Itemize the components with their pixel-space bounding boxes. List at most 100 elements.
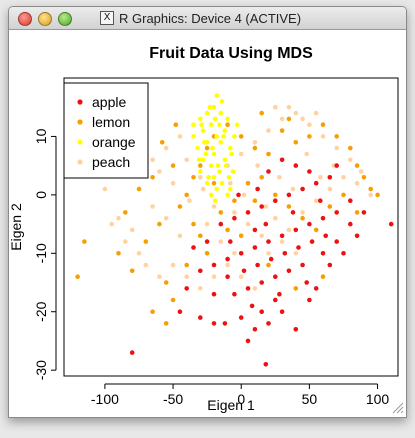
point-apple — [318, 198, 323, 203]
point-peach — [277, 175, 282, 180]
point-peach — [266, 251, 271, 256]
point-peach — [211, 274, 217, 279]
point-peach — [238, 274, 244, 279]
point-lemon — [354, 163, 360, 168]
point-peach — [252, 140, 258, 145]
point-peach — [211, 204, 217, 209]
point-peach — [273, 215, 278, 221]
legend-label-apple: apple — [92, 94, 126, 110]
minimize-button[interactable] — [38, 12, 52, 26]
point-apple — [255, 262, 260, 268]
point-lemon — [116, 251, 121, 256]
point-lemon — [184, 192, 189, 198]
point-peach — [313, 110, 319, 116]
point-peach — [334, 145, 340, 151]
point-apple — [241, 268, 247, 274]
point-peach — [327, 186, 333, 192]
point-lemon — [198, 163, 203, 168]
point-apple — [293, 327, 299, 332]
point-lemon — [361, 175, 367, 180]
point-orange — [211, 104, 217, 110]
point-orange — [222, 128, 228, 133]
point-peach — [109, 221, 114, 227]
point-apple — [279, 233, 285, 239]
point-orange — [208, 192, 214, 198]
point-apple — [259, 204, 264, 209]
point-peach — [123, 239, 128, 244]
point-lemon — [320, 274, 326, 279]
point-peach — [163, 215, 169, 221]
point-orange — [219, 99, 225, 104]
point-apple — [268, 256, 274, 262]
point-peach — [143, 262, 149, 268]
point-lemon — [170, 163, 176, 168]
point-orange — [232, 134, 237, 139]
point-lemon — [286, 116, 292, 122]
point-lemon — [204, 145, 210, 151]
point-apple — [282, 251, 288, 256]
point-lemon — [245, 180, 251, 186]
point-apple — [320, 251, 326, 256]
point-lemon — [191, 175, 196, 180]
point-peach — [177, 134, 183, 139]
point-apple — [252, 327, 258, 332]
point-apple — [334, 239, 340, 244]
point-peach — [157, 274, 162, 279]
point-lemon — [368, 186, 374, 192]
point-apple — [191, 245, 196, 250]
point-apple — [279, 309, 285, 315]
point-apple — [279, 157, 285, 163]
point-peach — [368, 192, 374, 198]
point-orange — [210, 145, 215, 151]
point-lemon — [259, 175, 264, 180]
legend-label-lemon: lemon — [92, 114, 130, 130]
point-orange — [226, 175, 232, 180]
point-peach — [241, 192, 247, 198]
point-lemon — [266, 262, 271, 268]
resize-grip[interactable] — [392, 402, 404, 414]
point-peach — [252, 286, 258, 291]
point-lemon — [75, 274, 80, 279]
point-orange — [222, 157, 228, 163]
close-button[interactable] — [18, 12, 32, 26]
point-orange — [200, 157, 206, 163]
legend-marker-lemon — [77, 119, 83, 125]
point-lemon — [163, 280, 169, 285]
zoom-button[interactable] — [58, 12, 72, 26]
point-peach — [320, 134, 326, 139]
point-apple — [225, 274, 230, 279]
point-peach — [228, 180, 233, 186]
legend-marker-peach — [77, 159, 83, 165]
point-lemon — [348, 145, 353, 151]
point-peach — [102, 186, 108, 192]
point-orange — [225, 192, 230, 198]
point-lemon — [198, 233, 203, 239]
point-lemon — [354, 210, 360, 215]
point-lemon — [300, 215, 305, 221]
point-peach — [116, 215, 121, 221]
point-apple — [232, 215, 237, 221]
point-lemon — [252, 198, 258, 203]
point-lemon — [204, 251, 210, 256]
point-orange — [199, 122, 204, 127]
point-apple — [361, 210, 367, 215]
point-orange — [204, 180, 210, 186]
point-orange — [219, 180, 225, 186]
point-lemon — [136, 186, 142, 192]
point-lemon — [163, 321, 169, 326]
point-peach — [170, 180, 176, 186]
point-orange — [214, 134, 219, 139]
point-apple — [263, 362, 269, 367]
point-lemon — [334, 134, 340, 139]
point-apple — [259, 280, 264, 285]
point-lemon — [177, 204, 183, 209]
point-apple — [218, 221, 224, 227]
point-apple — [277, 291, 282, 297]
title-bar[interactable]: X R Graphics: Device 4 (ACTIVE) — [9, 7, 406, 30]
point-apple — [334, 163, 340, 168]
point-lemon — [307, 134, 312, 139]
point-apple — [300, 262, 305, 268]
point-peach — [273, 104, 278, 110]
point-apple — [286, 192, 292, 198]
point-orange — [230, 169, 236, 174]
